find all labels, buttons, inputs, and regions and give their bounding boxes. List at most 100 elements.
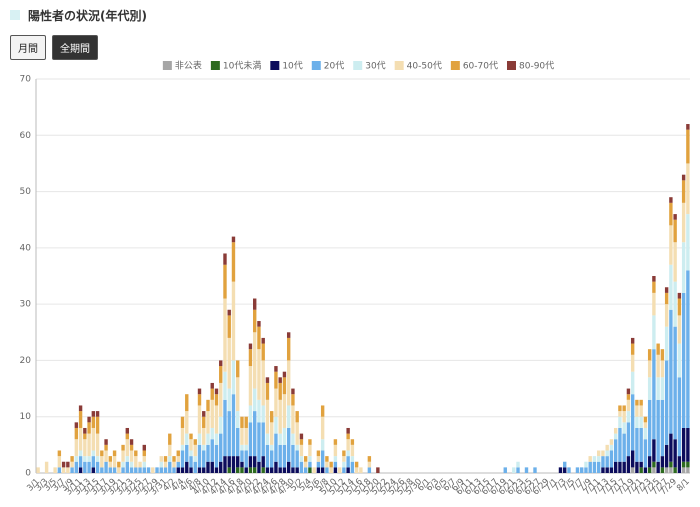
bar-segment <box>274 461 278 473</box>
bar-segment <box>236 456 240 468</box>
bar-segment <box>601 456 605 468</box>
bar-segment <box>686 163 690 215</box>
bar-segment <box>223 456 227 473</box>
month-button[interactable]: 月間 <box>10 35 46 60</box>
bar-segment <box>647 399 652 457</box>
legend-label: 30代 <box>365 61 385 72</box>
bar-segment <box>240 427 244 445</box>
bar-segment <box>656 461 660 473</box>
bar-segment <box>320 467 325 473</box>
bar-segment <box>66 461 70 468</box>
bar-segment <box>618 405 622 412</box>
bar-segment <box>601 450 605 457</box>
bar-segment <box>197 388 202 395</box>
bar-segment <box>286 461 291 473</box>
bar-segment <box>350 439 355 445</box>
bar-segment <box>656 399 660 462</box>
all-period-button[interactable]: 全期間 <box>52 35 98 60</box>
bar-segment <box>622 433 626 462</box>
bar-segment <box>180 450 185 468</box>
bar-segment <box>176 456 180 462</box>
bar-segment <box>622 422 626 434</box>
bar-segment <box>83 427 87 434</box>
bar-segment <box>626 422 631 457</box>
bar-segment <box>282 371 287 378</box>
bar-segment <box>609 439 614 445</box>
bar-segment <box>278 433 282 445</box>
bar-segment <box>227 315 231 338</box>
bar-segment <box>176 450 180 457</box>
bar-segment <box>70 456 74 462</box>
bar-segment <box>278 399 282 434</box>
bar-segment <box>180 427 185 445</box>
bar-segment <box>83 461 87 473</box>
bar-segment <box>613 439 618 462</box>
bar-segment <box>660 377 665 400</box>
bar-segment <box>652 315 656 350</box>
bar-segment <box>193 439 197 445</box>
bar-segment <box>669 309 673 434</box>
bar-segment <box>291 433 295 445</box>
bar-segment <box>295 444 299 451</box>
bar-segment <box>142 461 146 468</box>
bar-segment <box>269 422 274 445</box>
bar-segment <box>626 394 631 400</box>
bar-segment <box>227 388 231 412</box>
bar-segment <box>253 332 257 389</box>
bar-segment <box>227 337 231 389</box>
bar-segment <box>231 456 236 473</box>
bar-segment <box>601 467 605 473</box>
bar-segment <box>265 382 270 400</box>
bar-segment <box>664 287 669 293</box>
bar-segment <box>125 456 130 462</box>
bar-segment <box>609 467 614 473</box>
bar-segment <box>125 461 130 473</box>
bar-segment <box>176 461 180 468</box>
bar-segment <box>168 461 172 473</box>
y-tick-label: 20 <box>20 356 32 366</box>
bar-segment <box>265 377 270 383</box>
bar-segment <box>189 439 193 451</box>
bar-segment <box>669 433 673 462</box>
bar-segment <box>295 467 299 473</box>
legend-swatch <box>311 61 321 70</box>
bar-segment <box>253 467 257 473</box>
bar-segment <box>639 416 643 428</box>
bar-segment <box>354 467 359 473</box>
bar-segment <box>282 427 287 445</box>
legend-swatch <box>394 61 404 70</box>
bar-segment <box>613 427 618 434</box>
bar-segment <box>197 405 202 434</box>
bar-segment <box>333 444 338 457</box>
bar-segment <box>57 467 62 473</box>
bar-segment <box>265 444 270 468</box>
bar-segment <box>219 360 223 367</box>
bar-segment <box>575 467 580 473</box>
bar-segment <box>104 444 108 451</box>
bar-segment <box>660 349 665 361</box>
bar-segment <box>274 433 278 462</box>
bar-segment <box>202 467 206 473</box>
bar-segment <box>244 450 248 468</box>
legend-swatch <box>353 61 363 70</box>
bar-segment <box>681 292 686 428</box>
bar-segment <box>95 411 100 417</box>
bar-segment <box>622 411 626 423</box>
bar-segment <box>261 456 265 468</box>
bar-segment <box>295 450 299 468</box>
bar-segment <box>664 292 669 305</box>
bar-segment <box>151 467 155 473</box>
y-tick-label: 50 <box>20 187 32 197</box>
bar-segment <box>677 343 682 378</box>
y-tick-label: 10 <box>20 412 32 422</box>
bar-segment <box>104 439 108 445</box>
bar-segment <box>673 214 677 220</box>
bar-segment <box>533 467 537 473</box>
y-tick-label: 0 <box>25 469 31 479</box>
bar-segment <box>125 433 130 440</box>
bar-segment <box>83 433 87 440</box>
bar-segment <box>652 292 656 316</box>
bar-segment <box>206 411 210 434</box>
bar-segment <box>100 467 104 473</box>
bar-segment <box>104 450 108 462</box>
